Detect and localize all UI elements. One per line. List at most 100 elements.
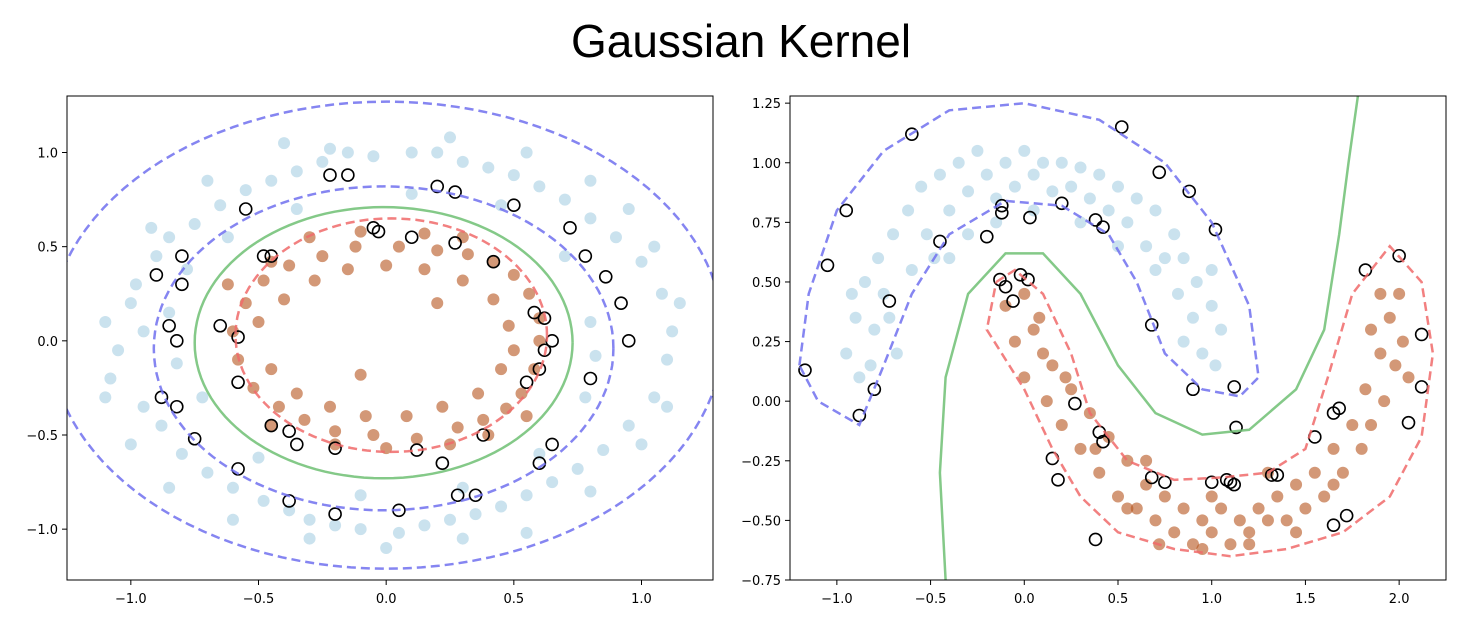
support-vector-marker [563,221,577,235]
data-point-lower [1008,335,1021,348]
support-vector-marker [1186,382,1200,397]
data-point-inner [316,250,329,263]
support-vector-marker [328,507,342,521]
data-point-inner [515,387,528,400]
data-point-upper [1074,161,1087,174]
data-point-outer [354,489,367,502]
data-point-inner [507,344,520,357]
data-point-outer [584,174,597,187]
data-point-lower [1327,478,1340,491]
data-point-inner [392,240,405,253]
support-vector-marker [341,168,355,182]
support-vector-marker [1144,318,1159,332]
support-vector-marker [998,279,1013,294]
y-tick-label: 1.00 [752,157,781,172]
data-point-upper [1215,323,1228,336]
data-point-upper [1083,192,1096,205]
data-point-inner [482,428,495,441]
data-point-inner [354,368,367,381]
data-point-inner [341,263,354,276]
support-vector-marker [537,311,552,326]
data-point-upper [877,287,890,300]
y-tick-label: −0.5 [26,429,58,444]
data-point-outer [622,202,635,215]
data-points [840,144,1415,556]
inner-margin-curve [234,217,549,454]
data-point-outer [196,391,209,404]
data-point-outer [257,494,270,507]
data-point-outer [558,250,571,263]
support-vector-marker [323,168,337,182]
y-tick-label: −0.75 [741,574,781,589]
support-vector-marker [1006,294,1020,308]
support-vector-marker [1096,220,1110,234]
data-point-outer [163,231,176,244]
data-point-lower [1396,335,1409,348]
data-point-lower [1290,478,1303,491]
support-vector-marker [532,456,547,471]
data-point-outer [99,391,112,404]
upper-margin-curve [798,101,1260,427]
data-point-lower [1402,371,1415,384]
data-point-inner [283,259,296,272]
data-point-lower [1089,442,1102,455]
data-point-upper [887,228,900,241]
support-vector-marker [1013,268,1028,282]
support-vector-marker [450,488,465,503]
data-point-outer [431,146,444,159]
data-point-outer [290,165,303,178]
support-vector-marker [545,437,559,452]
support-vector-marker [507,198,521,213]
support-vector-marker [598,269,613,284]
data-point-outer [226,481,239,494]
data-point-upper [943,252,956,265]
support-vector-marker [933,234,947,249]
support-vector-marker [798,363,812,377]
data-point-lower [1205,526,1218,539]
data-point-lower [1149,514,1162,527]
data-point-lower [1130,502,1143,515]
data-point-upper [1102,204,1115,217]
support-vector-marker [527,305,542,320]
data-point-lower [1393,287,1406,300]
data-point-lower [1308,466,1321,479]
data-point-outer [150,250,163,263]
data-point-upper [868,323,881,336]
y-tick-label: 1.25 [752,97,781,112]
data-point-inner [354,225,367,238]
data-point-outer [635,438,648,451]
support-vector-marker [149,268,164,282]
data-point-outer [283,504,296,517]
data-point-lower [1261,514,1274,527]
data-point-outer [163,306,176,319]
data-point-upper [845,287,858,300]
support-vector-marker [519,375,534,390]
data-point-upper [905,264,918,277]
support-vector-marker [1144,470,1159,485]
data-point-outer [175,447,188,460]
data-point-outer [533,180,546,193]
support-vector-marker [486,254,501,269]
data-point-inner [221,278,234,291]
data-point-upper [1093,168,1106,181]
data-point-inner [323,400,336,413]
data-point-upper [1177,335,1190,348]
support-vectors [798,120,1429,547]
support-vector-marker [282,424,296,439]
support-vector-marker [537,343,552,358]
data-point-upper [915,180,928,193]
data-point-inner [418,227,431,240]
y-tick-label: 0.75 [752,216,781,231]
data-point-lower [1233,514,1246,527]
data-point-upper [864,359,877,372]
data-point-outer [265,174,278,187]
support-vector-marker [448,236,462,250]
data-point-upper [933,168,946,181]
support-vector-marker [1096,434,1110,449]
support-vector-marker [1332,401,1346,416]
data-point-inner [431,297,444,310]
data-point-lower [1271,490,1284,503]
support-vector-marker [1158,475,1172,490]
figure-title: Gaussian Kernel [570,15,912,67]
data-point-inner [502,319,515,332]
